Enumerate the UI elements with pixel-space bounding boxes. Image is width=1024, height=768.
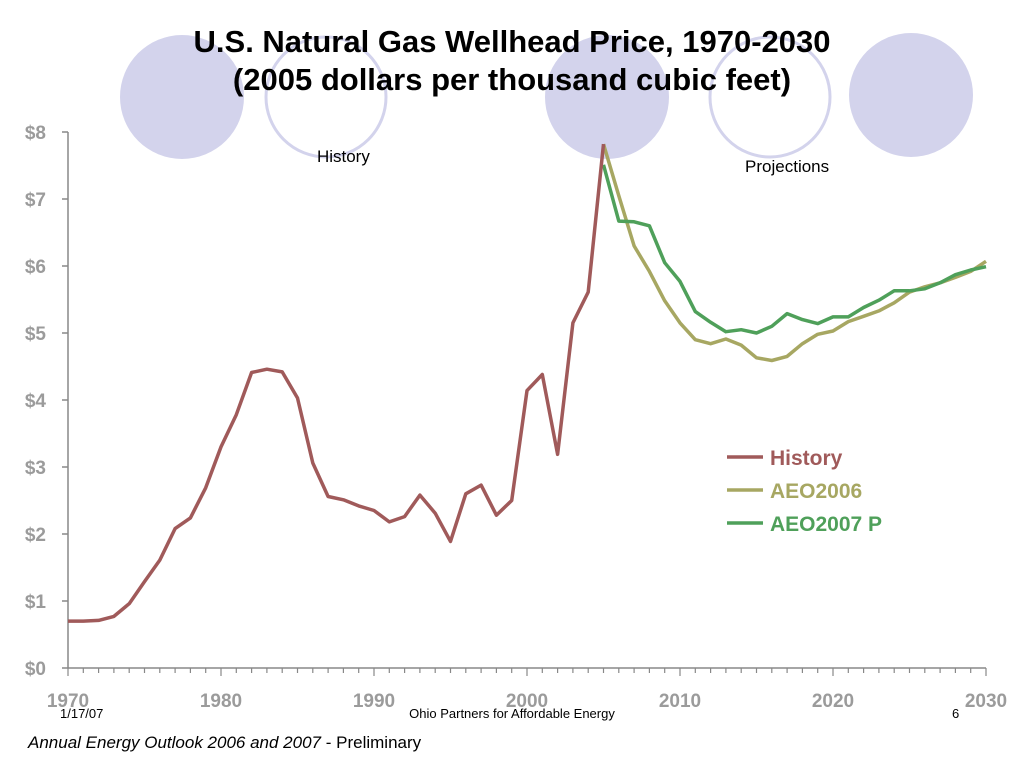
y-tick-label: $4 <box>25 391 47 412</box>
x-tick-label: 1970 <box>47 691 89 712</box>
source-note: Annual Energy Outlook 2006 and 2007 - Pr… <box>28 733 421 753</box>
chart-legend: History AEO2006 AEO2007 P <box>727 447 882 536</box>
x-tick-label: 2000 <box>506 691 548 712</box>
legend-label: History <box>770 447 843 470</box>
decor-circle-3 <box>545 35 669 159</box>
legend-label: AEO2006 <box>770 480 862 503</box>
source-note-suffix: - Preliminary <box>321 733 422 752</box>
decor-circle-5 <box>849 33 973 157</box>
decor-circle-4 <box>708 35 832 159</box>
y-tick-label: $8 <box>25 123 46 144</box>
chart-axes: $0 $1 $2 $3 $4 $5 $6 $7 $8 1970 1980 1990 2000 2010 20… <box>25 123 1007 712</box>
decor-circle-2 <box>264 35 388 159</box>
y-tick-label: $7 <box>25 190 46 211</box>
chart-series <box>68 143 987 623</box>
decor-circle-1 <box>120 35 244 159</box>
slide-title-line-1: U.S. Natural Gas Wellhead Price, 1970-20… <box>193 24 831 59</box>
y-tick-label: $5 <box>25 324 47 345</box>
y-tick-label: $0 <box>25 659 46 680</box>
series-line-aeo2007-p <box>601 164 987 335</box>
series-line-history <box>68 143 606 623</box>
footer-organization: Ohio Partners for Affordable Energy <box>409 706 615 721</box>
annotation-label: History <box>317 147 370 166</box>
annotation-label: Projections <box>745 157 829 176</box>
source-note-italic: Annual Energy Outlook 2006 and 2007 <box>28 733 322 752</box>
footer-date: 1/17/07 <box>60 706 104 721</box>
footer-page-number: 6 <box>952 706 960 721</box>
legend-label: AEO2007 P <box>770 513 882 536</box>
slide-title-line-2: (2005 dollars per thousand cubic feet) <box>232 62 792 97</box>
y-tick-label: $3 <box>25 458 46 479</box>
y-tick-label: $6 <box>25 257 46 278</box>
chart-annotations: History Projections <box>317 147 829 176</box>
x-tick-label: 1980 <box>200 691 242 712</box>
x-tick-label: 2020 <box>812 691 854 712</box>
y-tick-label: $2 <box>25 525 46 546</box>
x-tick-label: 2030 <box>965 691 1007 712</box>
x-tick-label: 2010 <box>659 691 701 712</box>
x-tick-label: 1990 <box>353 691 395 712</box>
y-tick-label: $1 <box>25 592 47 613</box>
